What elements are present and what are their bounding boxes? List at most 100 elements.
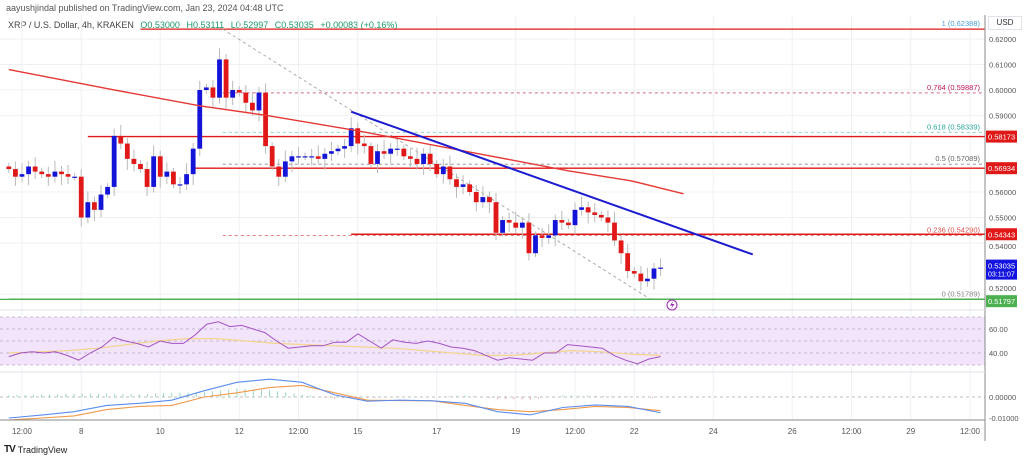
candle [651, 262, 657, 290]
candle-body [519, 222, 525, 228]
candle [467, 180, 473, 196]
candle [414, 147, 420, 170]
candle [408, 148, 413, 169]
candle [184, 163, 189, 190]
candle-body [151, 156, 157, 187]
candle-body [335, 148, 341, 152]
bearish-trendline[interactable] [350, 110, 754, 256]
candle [572, 202, 578, 235]
candle-body [533, 235, 538, 254]
candle [500, 216, 505, 237]
candle [217, 48, 222, 104]
candle-body [105, 186, 110, 195]
brand-name: TradingView [17, 444, 68, 455]
resistance-price-tag [986, 228, 1017, 241]
tradingview-logo[interactable]: TV TradingView [4, 444, 67, 455]
candle [190, 143, 196, 186]
candle-body [500, 220, 505, 233]
level-tag-text: 0.54343 [988, 230, 1015, 239]
price-tick-label: 0.61000 [989, 61, 1016, 70]
candle [493, 193, 499, 241]
currency-label[interactable]: USD [988, 16, 1022, 30]
candle-body [230, 90, 236, 98]
candle [421, 148, 426, 175]
level-tag-text: 0.56934 [988, 164, 1015, 173]
candle [92, 196, 97, 221]
candle-body [612, 222, 617, 241]
candle [111, 128, 117, 197]
candle-body [388, 148, 394, 154]
candle [519, 216, 525, 239]
candle [526, 213, 532, 261]
fib-level-label: 0 (0.51789) [942, 289, 981, 298]
candle-body [598, 214, 604, 218]
candle-body [546, 235, 552, 238]
candle-body [408, 156, 413, 159]
candle-body [658, 267, 663, 269]
candle-body [618, 240, 624, 254]
time-tick-label: 22 [630, 427, 639, 436]
alert-lightning-icon[interactable] [666, 299, 678, 311]
candle [631, 267, 637, 278]
candle [250, 91, 255, 117]
candle [138, 160, 143, 173]
candle [434, 160, 440, 178]
candle [401, 144, 407, 161]
candle [164, 162, 170, 185]
candle-body [203, 87, 209, 90]
candle-body [13, 169, 18, 177]
candle [315, 145, 321, 165]
candle [243, 85, 249, 112]
price-tick-label: 0.62000 [989, 35, 1016, 44]
candle-body [447, 166, 453, 180]
sma-line [8, 68, 684, 195]
level-tag-text: 0.51797 [988, 297, 1015, 306]
candle-body [210, 87, 216, 98]
candle-body [157, 156, 163, 177]
price-tick-label: 0.59000 [989, 112, 1016, 121]
time-tick-label: 12:00 [565, 427, 586, 436]
candle [59, 165, 64, 186]
candle-body [111, 135, 117, 187]
candle-body [45, 174, 51, 177]
price-tick-label: 0.55000 [989, 214, 1016, 223]
candle [605, 210, 611, 232]
candle-body [480, 197, 486, 203]
candle-body [138, 163, 143, 170]
time-tick-label: 12 [235, 427, 244, 436]
candle [335, 144, 341, 156]
candle-body [526, 222, 532, 254]
candle [26, 160, 31, 186]
candle [348, 117, 354, 152]
candle [230, 80, 236, 106]
candle-body [381, 151, 387, 154]
candle [52, 160, 58, 183]
publisher-line: aayushjindal published on TradingView.co… [6, 3, 284, 13]
candle-body [361, 143, 367, 147]
candle-body [236, 90, 242, 93]
fib-level-label: 0.764 (0.59887) [927, 83, 980, 92]
ohlc-low: L0.52997 [230, 20, 269, 30]
candle [460, 175, 466, 195]
candle [368, 142, 374, 168]
candle-body [184, 174, 189, 185]
rsi-tick-label: 60.00 [989, 325, 1008, 334]
candle [480, 186, 486, 208]
candle-body [190, 148, 196, 175]
candle-body [375, 151, 380, 164]
candle-body [605, 217, 611, 223]
candle-body [348, 128, 354, 147]
candle-body [223, 59, 229, 98]
candle [342, 138, 347, 158]
candle-body [85, 202, 91, 218]
candle [513, 211, 519, 234]
time-tick-label: 12:00 [841, 427, 862, 436]
candle-body [394, 148, 400, 150]
candle-body [487, 197, 492, 203]
candle-body [539, 235, 545, 238]
candle [105, 183, 110, 199]
candle-body [401, 148, 407, 157]
candle-body [171, 171, 176, 185]
candle [263, 83, 268, 154]
